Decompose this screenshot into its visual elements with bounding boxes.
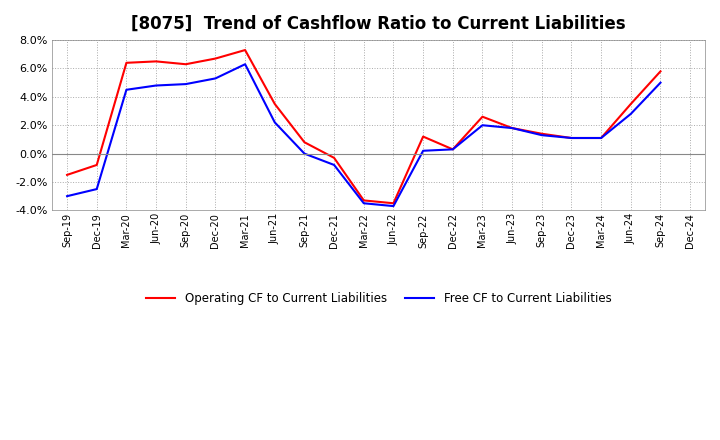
Free CF to Current Liabilities: [449, 147, 457, 152]
Operating CF to Current Liabilities: [181, 62, 190, 67]
Free CF to Current Liabilities: [122, 87, 131, 92]
Free CF to Current Liabilities: [626, 111, 635, 117]
Line: Free CF to Current Liabilities: Free CF to Current Liabilities: [67, 64, 660, 206]
Free CF to Current Liabilities: [300, 151, 309, 156]
Operating CF to Current Liabilities: [508, 125, 516, 131]
Free CF to Current Liabilities: [271, 120, 279, 125]
Operating CF to Current Liabilities: [63, 172, 71, 177]
Operating CF to Current Liabilities: [567, 136, 576, 141]
Free CF to Current Liabilities: [181, 81, 190, 87]
Line: Operating CF to Current Liabilities: Operating CF to Current Liabilities: [67, 50, 660, 203]
Free CF to Current Liabilities: [63, 194, 71, 199]
Free CF to Current Liabilities: [567, 136, 576, 141]
Operating CF to Current Liabilities: [389, 201, 397, 206]
Free CF to Current Liabilities: [419, 148, 428, 154]
Operating CF to Current Liabilities: [152, 59, 161, 64]
Operating CF to Current Liabilities: [449, 147, 457, 152]
Operating CF to Current Liabilities: [419, 134, 428, 139]
Operating CF to Current Liabilities: [300, 139, 309, 145]
Free CF to Current Liabilities: [389, 203, 397, 209]
Operating CF to Current Liabilities: [478, 114, 487, 119]
Free CF to Current Liabilities: [597, 136, 606, 141]
Free CF to Current Liabilities: [152, 83, 161, 88]
Operating CF to Current Liabilities: [211, 56, 220, 61]
Free CF to Current Liabilities: [656, 80, 665, 85]
Operating CF to Current Liabilities: [597, 136, 606, 141]
Free CF to Current Liabilities: [330, 162, 338, 168]
Operating CF to Current Liabilities: [92, 162, 101, 168]
Operating CF to Current Liabilities: [538, 131, 546, 136]
Operating CF to Current Liabilities: [359, 198, 368, 203]
Operating CF to Current Liabilities: [626, 101, 635, 106]
Free CF to Current Liabilities: [359, 201, 368, 206]
Free CF to Current Liabilities: [92, 187, 101, 192]
Operating CF to Current Liabilities: [122, 60, 131, 66]
Operating CF to Current Liabilities: [271, 101, 279, 106]
Free CF to Current Liabilities: [240, 62, 249, 67]
Operating CF to Current Liabilities: [330, 155, 338, 161]
Legend: Operating CF to Current Liabilities, Free CF to Current Liabilities: Operating CF to Current Liabilities, Fre…: [141, 288, 616, 310]
Free CF to Current Liabilities: [211, 76, 220, 81]
Title: [8075]  Trend of Cashflow Ratio to Current Liabilities: [8075] Trend of Cashflow Ratio to Curren…: [131, 15, 626, 33]
Free CF to Current Liabilities: [478, 123, 487, 128]
Operating CF to Current Liabilities: [656, 69, 665, 74]
Operating CF to Current Liabilities: [240, 48, 249, 53]
Free CF to Current Liabilities: [538, 132, 546, 138]
Free CF to Current Liabilities: [508, 125, 516, 131]
